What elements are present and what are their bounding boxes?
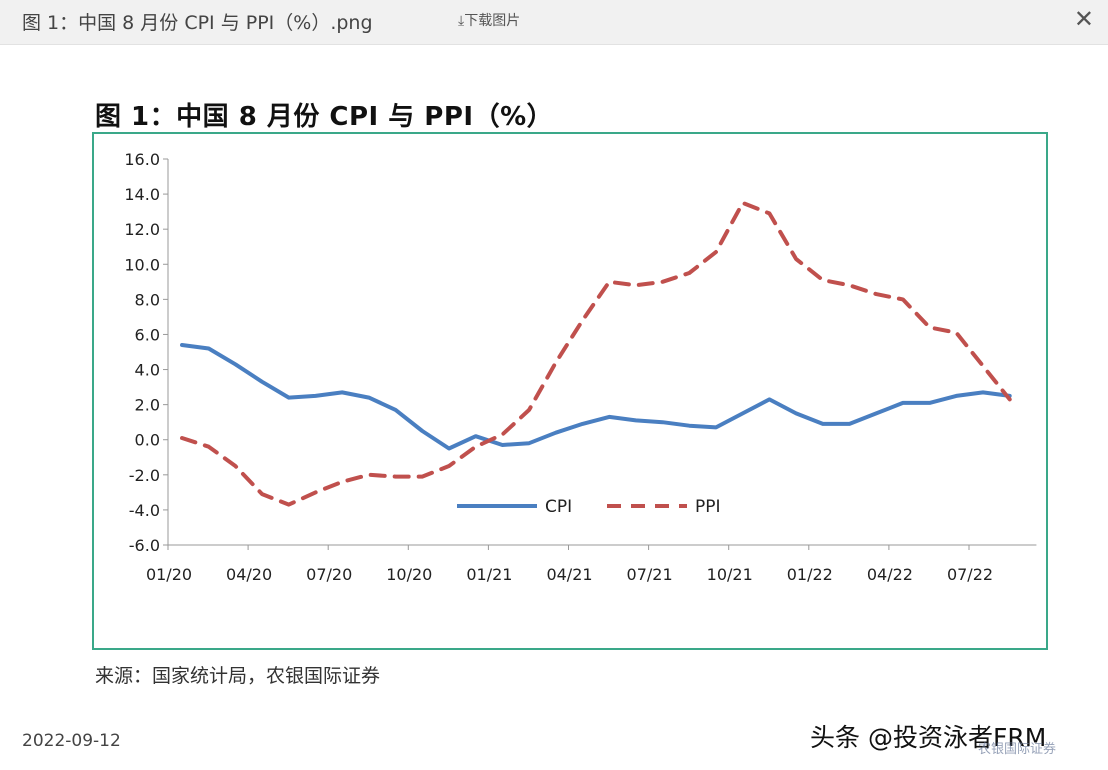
- x-tick-label: 01/20: [146, 565, 192, 584]
- x-tick-label: 01/22: [787, 565, 833, 584]
- chart-heading: 图 1：中国 8 月份 CPI 与 PPI（%）: [95, 102, 554, 132]
- publish-date: 2022-09-12: [22, 731, 121, 751]
- x-tick-label: 07/22: [947, 565, 993, 584]
- x-tick-label: 04/22: [867, 565, 913, 584]
- file-title: 图 1：中国 8 月份 CPI 与 PPI（%）.png: [22, 12, 373, 34]
- y-tick-label: 4.0: [135, 361, 160, 380]
- x-tick-label: 10/20: [386, 565, 432, 584]
- y-tick-label: 2.0: [135, 396, 160, 415]
- x-tick-label: 10/21: [707, 565, 753, 584]
- x-tick-label: 04/21: [546, 565, 592, 584]
- watermark-text: 头条 @投资泳者FRM: [810, 723, 1047, 752]
- y-tick-label: 6.0: [135, 325, 160, 344]
- legend-label-cpi: CPI: [545, 497, 572, 517]
- x-tick-label: 01/21: [466, 565, 512, 584]
- y-tick-label: 14.0: [124, 185, 160, 204]
- source-note: 来源：国家统计局，农银国际证券: [95, 665, 381, 687]
- chart-frame: [92, 132, 1048, 650]
- y-tick-label: 12.0: [124, 220, 160, 239]
- y-tick-label: 0.0: [135, 431, 160, 450]
- x-tick-label: 04/20: [226, 565, 272, 584]
- viewer-title-bar: 图 1：中国 8 月份 CPI 与 PPI（%）.png ⤓下载图片 ✕: [0, 0, 1108, 45]
- series-line-ppi: [180, 200, 1012, 507]
- y-tick-label: 10.0: [124, 255, 160, 274]
- x-tick-label: 07/20: [306, 565, 352, 584]
- y-tick-label: -6.0: [129, 536, 160, 555]
- y-tick-label: 16.0: [124, 150, 160, 169]
- x-tick-label: 07/21: [627, 565, 673, 584]
- y-tick-label: 8.0: [135, 290, 160, 309]
- close-icon[interactable]: ✕: [1073, 5, 1094, 33]
- watermark-brand: 农银国际证券: [978, 742, 1057, 757]
- series-line-cpi: [180, 343, 1012, 451]
- y-tick-label: -2.0: [129, 466, 160, 485]
- line-chart: 16.0 14.0 12.0 10.0 8.0 6.0 4.0 2.0 0.0 -2.0 -4.0 -…: [124, 150, 1037, 584]
- legend-label-ppi: PPI: [695, 497, 721, 517]
- download-image-button[interactable]: ⤓下载图片: [458, 13, 521, 29]
- y-tick-label: -4.0: [129, 501, 160, 520]
